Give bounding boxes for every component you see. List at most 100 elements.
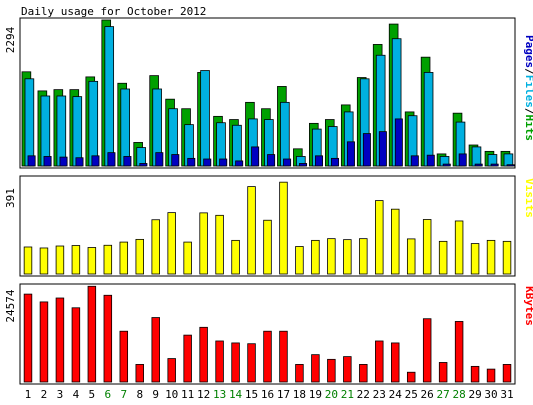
bar-files-day-3 — [56, 95, 67, 167]
x-tick-label-day-23: 23 — [373, 388, 386, 401]
x-tick-label-day-18: 18 — [293, 388, 306, 401]
x-tick-label-day-3: 3 — [57, 388, 64, 401]
x-tick-label-day-31: 31 — [500, 388, 513, 401]
bar-pages-day-24 — [394, 118, 403, 167]
legend-visits: Visits — [523, 178, 533, 218]
bar-pages-day-4 — [75, 157, 84, 167]
bar-kbytes-day-20 — [327, 358, 336, 383]
y-max-label: 391 — [4, 188, 17, 208]
legend-entry: / — [523, 68, 533, 75]
bar-kbytes-day-6 — [103, 294, 113, 383]
legend-hits-files-pages: Pages/Files/Hits — [523, 35, 533, 141]
bar-pages-day-26 — [426, 154, 435, 167]
bar-kbytes-day-8 — [135, 364, 144, 383]
x-tick-label-day-6: 6 — [105, 388, 112, 401]
bar-kbytes-day-29 — [470, 365, 480, 383]
bar-kbytes-day-5 — [87, 285, 97, 383]
bar-kbytes-day-14 — [231, 342, 240, 383]
bar-files-day-1 — [24, 78, 35, 167]
bar-visits-day-25 — [406, 238, 416, 275]
bar-pages-day-20 — [330, 157, 339, 167]
bar-pages-day-21 — [346, 141, 355, 167]
bar-pages-day-29 — [474, 163, 483, 167]
y-max-label: 2294 — [4, 26, 17, 53]
x-tick-label-day-7: 7 — [120, 388, 127, 401]
bar-kbytes-day-12 — [199, 326, 208, 383]
bar-visits-day-3 — [55, 245, 65, 275]
bar-pages-day-11 — [187, 157, 196, 167]
bar-kbytes-day-7 — [119, 330, 129, 383]
x-tick-label-day-17: 17 — [277, 388, 290, 401]
bar-pages-day-28 — [458, 153, 467, 167]
bar-files-day-7 — [120, 88, 130, 167]
x-tick-label-day-27: 27 — [437, 388, 450, 401]
bar-visits-day-26 — [422, 219, 432, 275]
bar-pages-day-16 — [267, 154, 276, 167]
bar-kbytes-day-9 — [151, 317, 160, 383]
panel-frame — [19, 175, 516, 277]
bar-visits-day-31 — [502, 240, 512, 275]
bar-files-day-26 — [423, 72, 434, 167]
bar-visits-day-4 — [71, 245, 81, 275]
bar-pages-day-9 — [155, 152, 164, 167]
bar-kbytes-day-4 — [71, 307, 81, 383]
x-tick-label-day-29: 29 — [468, 388, 481, 401]
bar-visits-day-22 — [359, 238, 368, 275]
bar-visits-day-18 — [295, 246, 304, 275]
x-tick-label-day-2: 2 — [41, 388, 48, 401]
bar-visits-day-16 — [263, 219, 272, 275]
bar-pages-day-3 — [59, 156, 68, 167]
bar-kbytes-day-30 — [486, 368, 496, 383]
bar-visits-day-29 — [470, 243, 480, 275]
x-tick-label-day-11: 11 — [181, 388, 194, 401]
bar-kbytes-day-16 — [263, 330, 272, 383]
x-tick-label-day-20: 20 — [325, 388, 338, 401]
bar-kbytes-day-23 — [375, 340, 384, 383]
bar-pages-day-12 — [203, 158, 212, 167]
x-tick-label-day-15: 15 — [245, 388, 258, 401]
bar-files-day-6 — [104, 26, 115, 167]
panel-visits: 391 Visits — [4, 175, 533, 277]
bar-pages-day-19 — [315, 155, 324, 167]
chart-title: Daily usage for October 2012 — [21, 5, 206, 18]
bar-kbytes-day-1 — [23, 293, 33, 383]
bar-files-day-29 — [471, 146, 482, 167]
bar-kbytes-day-15 — [247, 343, 256, 383]
bar-kbytes-day-2 — [39, 301, 49, 383]
bar-kbytes-day-21 — [343, 356, 352, 383]
bar-files-day-12 — [200, 70, 210, 167]
bar-visits-day-28 — [454, 220, 464, 275]
bar-kbytes-day-28 — [454, 321, 464, 383]
bar-visits-day-21 — [343, 239, 352, 275]
bar-pages-day-18 — [299, 163, 308, 167]
x-tick-label-day-19: 19 — [309, 388, 322, 401]
panel-frame — [19, 17, 516, 169]
bar-kbytes-day-18 — [295, 364, 304, 383]
x-tick-label-day-16: 16 — [261, 388, 274, 401]
x-tick-label-day-13: 13 — [213, 388, 226, 401]
legend-entry: Visits — [523, 178, 533, 218]
bar-pages-day-8 — [139, 163, 148, 167]
legend-entry: Files — [523, 75, 533, 108]
x-tick-label-day-8: 8 — [136, 388, 143, 401]
panel-frame — [19, 283, 516, 385]
bar-pages-day-23 — [378, 131, 387, 167]
bar-visits-day-15 — [247, 186, 256, 275]
y-max-label: 24574 — [4, 289, 17, 322]
bar-files-day-14 — [232, 124, 242, 167]
x-tick-label-day-24: 24 — [389, 388, 403, 401]
bar-visits-day-13 — [215, 214, 224, 275]
bar-kbytes-day-17 — [279, 330, 288, 383]
bar-visits-day-23 — [375, 200, 384, 275]
bar-pages-day-17 — [283, 158, 292, 167]
bar-visits-day-8 — [135, 238, 144, 275]
bar-pages-day-2 — [43, 156, 52, 167]
bar-pages-day-25 — [410, 155, 419, 167]
bar-kbytes-day-25 — [406, 371, 416, 383]
legend-kbytes: KBytes — [523, 286, 533, 326]
bar-visits-day-27 — [438, 240, 448, 275]
x-axis: 1 2 3 4 5 6 7 8 9 10 11 12 13 14 15 16 17 18 19 20 21 22 23 24 2… — [25, 388, 514, 401]
bar-visits-day-5 — [87, 247, 97, 275]
x-tick-label-day-22: 22 — [357, 388, 370, 401]
